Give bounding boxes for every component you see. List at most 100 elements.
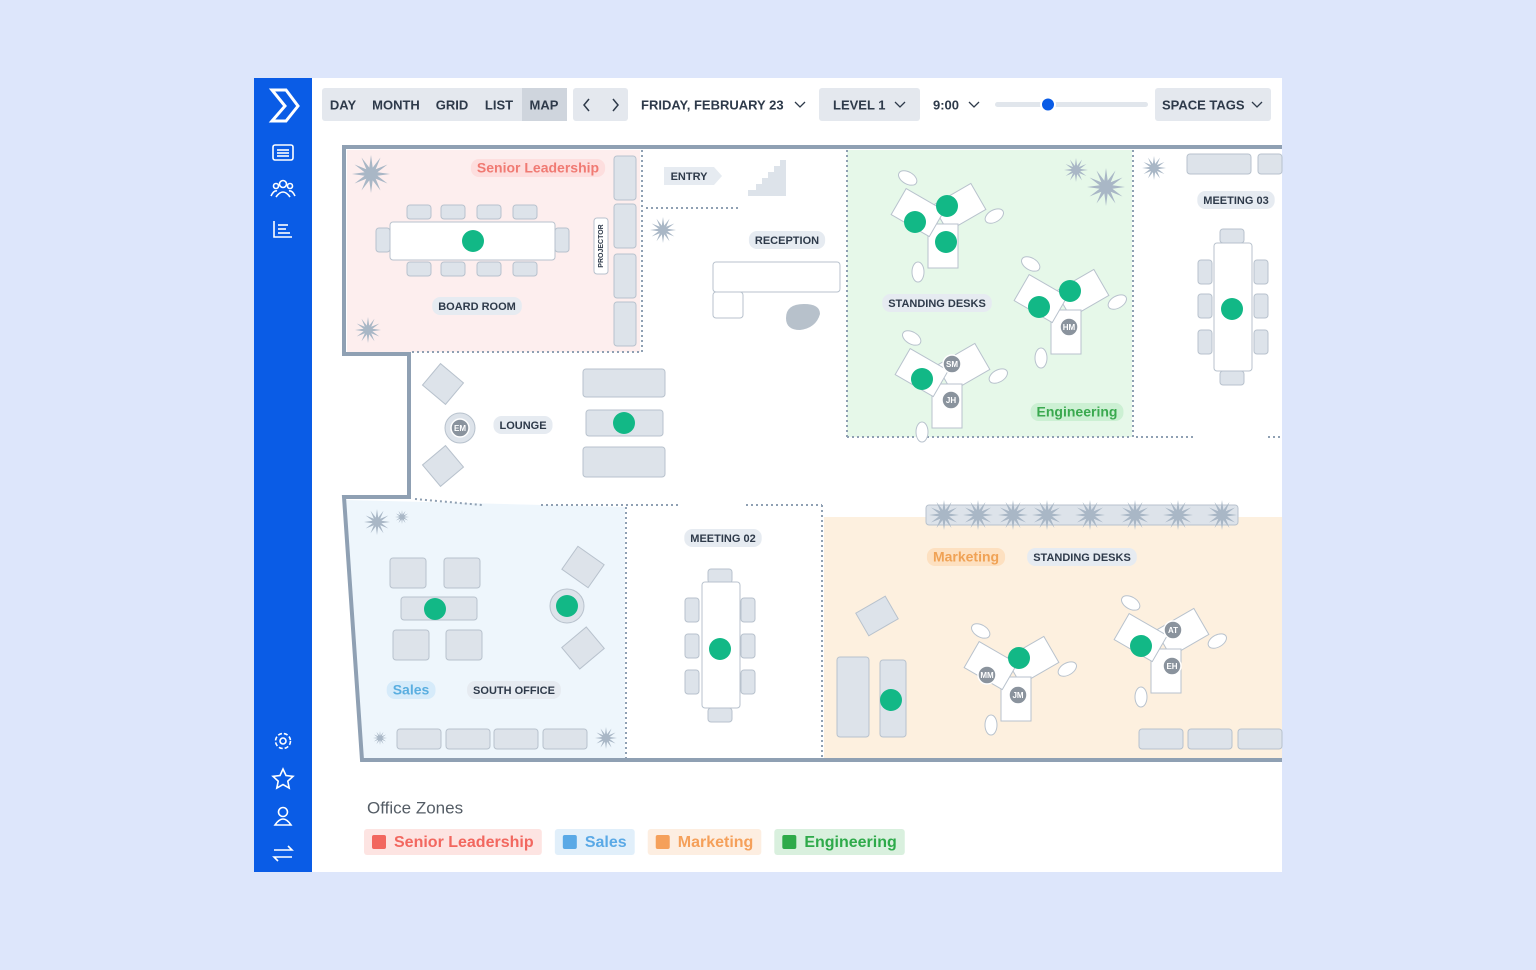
legend-swatch <box>655 835 670 849</box>
legend-item-bg[interactable] <box>774 829 905 855</box>
legend-title: Office Zones <box>367 798 463 817</box>
view-tab[interactable]: MAP <box>530 97 559 112</box>
space-tags-select[interactable] <box>1155 88 1271 121</box>
occupied-dot[interactable] <box>613 412 635 434</box>
chevron <box>794 101 806 108</box>
occupant-badge[interactable] <box>1162 656 1182 676</box>
occupant-badge[interactable] <box>1059 317 1079 337</box>
furniture <box>1253 293 1269 319</box>
occupied-dot[interactable] <box>424 598 446 620</box>
view-tab-active[interactable] <box>522 88 567 121</box>
occupant-initials: SM <box>946 360 958 369</box>
plant <box>595 727 617 749</box>
report-icon[interactable] <box>273 221 292 238</box>
view-tab[interactable]: GRID <box>436 97 469 112</box>
occupied-dot[interactable] <box>904 211 926 233</box>
room-label: STANDING DESKS <box>1033 552 1131 564</box>
room-label: MEETING 03 <box>1203 195 1268 207</box>
zone-label: Engineering <box>1037 404 1118 420</box>
furniture <box>613 301 637 347</box>
time-slider-knob[interactable] <box>1040 96 1056 113</box>
space-tags-label[interactable]: SPACE TAGS <box>1162 97 1245 112</box>
chevron <box>894 101 906 108</box>
occupied-dot[interactable] <box>1221 298 1243 320</box>
view-tab[interactable]: MONTH <box>372 97 420 112</box>
legend-label[interactable]: Engineering <box>804 834 896 851</box>
occupied-dot[interactable] <box>1059 280 1081 302</box>
furniture <box>1197 329 1213 355</box>
occupant-badge[interactable] <box>942 354 962 374</box>
furniture <box>593 217 609 275</box>
legend-label[interactable]: Senior Leadership <box>394 834 534 851</box>
time-slider-track[interactable] <box>995 102 1148 107</box>
user-icon[interactable] <box>273 806 293 826</box>
plant <box>364 509 390 535</box>
occupied-dot[interactable] <box>1130 635 1152 657</box>
furniture <box>1253 329 1269 355</box>
occupied-dot[interactable] <box>1028 296 1050 318</box>
people-icon[interactable] <box>270 179 296 198</box>
furniture <box>855 595 899 637</box>
furniture <box>406 204 432 220</box>
furniture <box>582 368 666 398</box>
furniture <box>1186 153 1252 175</box>
furniture <box>1253 259 1269 285</box>
chair <box>786 304 820 330</box>
next-arrow[interactable] <box>612 98 619 112</box>
occupied-dot[interactable] <box>935 231 957 253</box>
plant <box>352 155 390 193</box>
furniture <box>554 227 570 253</box>
room-label-bg <box>493 416 553 434</box>
furniture <box>406 261 432 277</box>
occupied-dot[interactable] <box>936 195 958 217</box>
swap-icon[interactable] <box>272 845 294 862</box>
furniture <box>440 261 466 277</box>
occupant-badge[interactable] <box>941 390 961 410</box>
occupant-badge[interactable] <box>450 418 470 438</box>
level-label[interactable]: LEVEL 1 <box>833 97 886 112</box>
occupied-dot[interactable] <box>556 595 578 617</box>
view-tab[interactable]: DAY <box>330 97 357 112</box>
furniture <box>561 545 605 589</box>
chair <box>984 208 1004 224</box>
room-label-bg <box>748 231 826 249</box>
furniture <box>1237 728 1283 750</box>
zone-label-bg <box>926 548 1006 566</box>
star-icon[interactable] <box>271 767 295 790</box>
occupied-dot[interactable] <box>709 638 731 660</box>
settings-icon[interactable] <box>274 732 292 750</box>
legend-item-bg[interactable] <box>647 829 762 855</box>
legend-label[interactable]: Marketing <box>678 834 754 851</box>
legend-label[interactable]: Sales <box>585 834 627 851</box>
furniture <box>1219 228 1245 244</box>
occupied-dot[interactable] <box>462 230 484 252</box>
nav-buttons[interactable] <box>573 88 628 121</box>
furniture <box>740 597 756 623</box>
level-select[interactable] <box>819 88 920 121</box>
occupied-dot[interactable] <box>1008 647 1030 669</box>
occupant-initials: EM <box>454 424 466 433</box>
furniture <box>440 204 466 220</box>
occupied-dot[interactable] <box>880 689 902 711</box>
occupied-dot[interactable] <box>911 368 933 390</box>
date-picker[interactable]: FRIDAY, FEBRUARY 23 <box>641 97 784 112</box>
desk-cluster <box>963 623 1077 736</box>
plant <box>1064 158 1088 182</box>
legend-swatch <box>782 835 797 849</box>
legend-item-bg[interactable] <box>364 829 542 855</box>
room-label: STANDING DESKS <box>888 298 986 310</box>
list-icon[interactable] <box>272 144 294 161</box>
prev-arrow[interactable] <box>583 98 590 112</box>
time-select[interactable]: 9:00 <box>933 97 959 112</box>
sidebar <box>254 78 312 872</box>
occupant-badge[interactable] <box>1163 620 1183 640</box>
furniture <box>582 446 666 478</box>
occupant-badge[interactable] <box>1008 685 1028 705</box>
view-tab[interactable]: LIST <box>485 97 513 112</box>
plant <box>1120 500 1150 530</box>
furniture <box>684 597 700 623</box>
furniture <box>684 669 700 695</box>
occupant-badge[interactable] <box>977 665 997 685</box>
